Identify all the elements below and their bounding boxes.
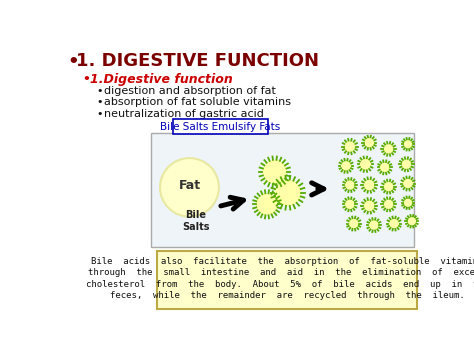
Circle shape (263, 160, 287, 184)
Circle shape (344, 199, 356, 210)
Circle shape (379, 162, 390, 173)
Text: •: • (96, 109, 103, 119)
FancyBboxPatch shape (157, 251, 417, 309)
Circle shape (407, 216, 417, 226)
Text: Bile  acids  also  facilitate  the  absorption  of  fat-soluble  vitamins: Bile acids also facilitate the absorptio… (91, 257, 474, 266)
Circle shape (363, 200, 375, 212)
Text: 1. DIGESTIVE FUNCTION: 1. DIGESTIVE FUNCTION (76, 52, 319, 70)
Text: digestion and absorption of fat: digestion and absorption of fat (104, 86, 276, 96)
Text: through  the  small  intestine  and  aid  in  the  elimination  of  excess: through the small intestine and aid in t… (88, 268, 474, 277)
FancyBboxPatch shape (173, 119, 268, 134)
Circle shape (368, 219, 380, 231)
Circle shape (160, 158, 219, 217)
Text: •: • (96, 97, 103, 107)
Text: Bile Salts Emulsify Fats: Bile Salts Emulsify Fats (160, 121, 281, 132)
Circle shape (383, 199, 394, 210)
Circle shape (383, 181, 394, 192)
Text: 1.Digestive function: 1.Digestive function (90, 73, 233, 86)
Circle shape (401, 159, 412, 170)
Circle shape (344, 180, 356, 191)
Text: •: • (67, 53, 79, 71)
Circle shape (274, 179, 301, 206)
Text: absorption of fat soluble vitamins: absorption of fat soluble vitamins (104, 97, 291, 107)
Circle shape (340, 160, 352, 171)
Circle shape (363, 179, 375, 191)
Circle shape (403, 139, 413, 149)
Text: neutralization of gastric acid: neutralization of gastric acid (104, 109, 264, 119)
Text: •: • (82, 73, 91, 86)
Text: •: • (96, 86, 103, 96)
Circle shape (403, 198, 413, 208)
Circle shape (344, 141, 356, 153)
Circle shape (256, 193, 278, 215)
Text: cholesterol  from  the  body.  About  5%  of  bile  acids  end  up  in  the: cholesterol from the body. About 5% of b… (85, 280, 474, 289)
FancyBboxPatch shape (151, 133, 414, 247)
Text: feces,  while  the  remainder  are  recycled  through  the  ileum.: feces, while the remainder are recycled … (109, 291, 465, 300)
Text: Fat: Fat (178, 179, 201, 192)
Circle shape (364, 137, 375, 148)
Circle shape (389, 218, 400, 229)
Circle shape (383, 143, 394, 154)
Text: Bile
Salts: Bile Salts (182, 211, 210, 232)
Circle shape (359, 158, 372, 170)
Circle shape (348, 218, 359, 229)
Circle shape (402, 178, 414, 189)
